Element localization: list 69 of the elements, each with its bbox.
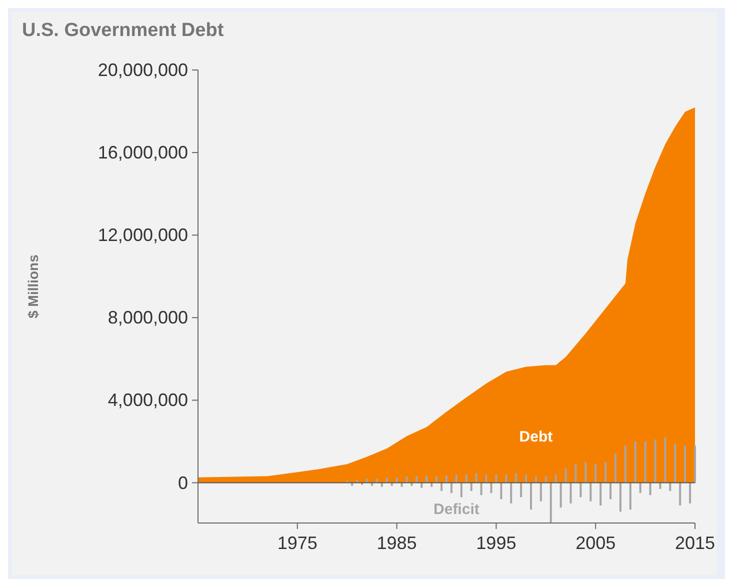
bar (426, 476, 428, 483)
x-tick-label: 2015 (674, 533, 716, 553)
bar (550, 482, 552, 523)
bar (649, 482, 652, 496)
bar (570, 482, 572, 504)
bar (406, 476, 408, 483)
bar (460, 482, 462, 498)
bar (386, 478, 388, 483)
bar (590, 482, 592, 502)
bar (610, 482, 612, 500)
bar (446, 476, 448, 483)
bar (520, 482, 522, 498)
bar (584, 462, 587, 483)
bar (490, 482, 492, 494)
bar (396, 478, 398, 483)
x-tick-label: 2005 (576, 533, 616, 553)
y-tick-label: 4,000,000 (108, 390, 188, 410)
x-tick-label: 1985 (376, 533, 417, 553)
bar (500, 482, 502, 500)
bar (510, 482, 512, 504)
series-label: Debt (519, 428, 553, 446)
bar (554, 474, 557, 483)
bar (689, 482, 692, 504)
bar (594, 464, 597, 483)
series-label: Deficit (434, 501, 480, 518)
bar (416, 476, 418, 483)
bar (694, 446, 696, 483)
bar (674, 444, 676, 483)
bar (664, 437, 666, 483)
bar (604, 462, 607, 483)
bar (475, 473, 478, 483)
bar (480, 482, 482, 496)
bar (614, 454, 616, 483)
bar (629, 482, 632, 510)
y-tick-label: 16,000,000 (98, 142, 188, 163)
bar (639, 482, 642, 494)
bar (684, 446, 686, 483)
y-tick-label: 12,000,000 (98, 225, 188, 246)
bar (436, 476, 438, 483)
y-axis-title: $ Millions (25, 254, 41, 318)
bar (544, 476, 547, 483)
bar (654, 439, 656, 483)
bar (619, 482, 622, 512)
bar (634, 441, 636, 483)
y-tick-label: 8,000,000 (108, 308, 188, 328)
bar (450, 482, 452, 494)
bar (560, 482, 562, 508)
bar (580, 482, 582, 498)
bar (525, 474, 528, 483)
bar (624, 446, 626, 483)
bar (505, 474, 508, 483)
bar (534, 476, 537, 483)
bar (495, 474, 498, 483)
bar (465, 474, 468, 483)
bar (564, 468, 567, 483)
bar (530, 482, 532, 510)
bar (600, 482, 602, 506)
bar (515, 473, 518, 483)
bar (455, 474, 458, 483)
x-tick-label: 1995 (476, 533, 516, 553)
bar (574, 464, 577, 483)
bar (540, 482, 542, 502)
x-tick-label: 1975 (277, 533, 318, 553)
bar (485, 474, 488, 483)
bar (644, 441, 646, 483)
bar (679, 482, 682, 506)
chart-title: U.S. Government Debt (22, 20, 224, 41)
y-tick-label: 0 (178, 472, 188, 493)
y-tick-label: 20,000,000 (98, 60, 188, 80)
